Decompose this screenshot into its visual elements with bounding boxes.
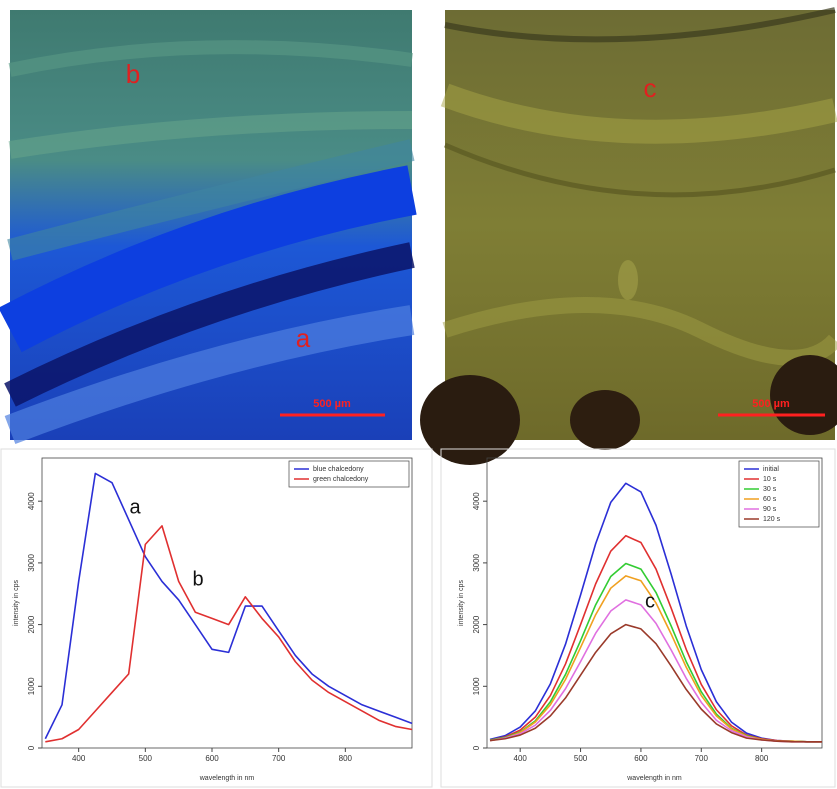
legend-label: initial: [763, 466, 779, 473]
image-label: a: [296, 323, 311, 353]
y-tick-label: 2000: [472, 615, 481, 633]
y-tick-label: 4000: [27, 492, 36, 510]
plot-frame: [486, 457, 823, 749]
legend-label: blue chalcedony: [313, 466, 364, 473]
series-line: [489, 599, 822, 743]
micrograph-olive: [420, 7, 837, 465]
y-tick-label: 0: [472, 745, 481, 750]
x-tick-label: 500: [574, 754, 588, 763]
x-axis-label: wavelength in nm: [626, 775, 682, 782]
series-line: [489, 534, 822, 743]
x-tick-label: 600: [634, 754, 648, 763]
y-tick-label: 4000: [472, 492, 481, 510]
y-tick-label: 0: [27, 745, 36, 750]
x-tick-label: 400: [72, 754, 86, 763]
series-line: [44, 472, 413, 740]
annotation: b: [192, 568, 203, 590]
series-line: [489, 575, 822, 743]
legend-label: 90 s: [763, 506, 777, 513]
scale-bar-label: 500 µm: [313, 398, 351, 410]
y-tick-label: 3000: [27, 553, 36, 571]
series-line: [45, 525, 413, 743]
y-tick-label: 1000: [27, 677, 36, 695]
x-axis-label: wavelength in nm: [199, 775, 255, 782]
y-tick-label: 2000: [27, 615, 36, 633]
legend-label: 120 s: [763, 516, 781, 523]
image-label: c: [644, 73, 657, 103]
plot-frame: [41, 457, 413, 749]
panel-frame: [0, 448, 433, 788]
scale-bar-label: 500 µm: [752, 398, 790, 410]
x-tick-label: 800: [339, 754, 353, 763]
legend-label: 10 s: [763, 476, 777, 483]
legend-label: 60 s: [763, 496, 777, 503]
annotation: a: [129, 496, 141, 518]
x-tick-label: 600: [205, 754, 219, 763]
x-tick-label: 400: [514, 754, 528, 763]
image-label: b: [126, 59, 140, 89]
legend-box: [288, 460, 410, 488]
x-tick-label: 800: [755, 754, 769, 763]
y-tick-label: 1000: [472, 677, 481, 695]
y-axis-label: intensity in cps: [13, 580, 20, 626]
series-line: [489, 623, 822, 743]
legend-label: green chalcedony: [313, 476, 369, 483]
y-tick-label: 3000: [472, 553, 481, 571]
panel-frame: [440, 448, 836, 788]
y-axis-label: intensity in cps: [458, 580, 465, 626]
annotation: c: [645, 590, 655, 612]
x-tick-label: 700: [695, 754, 709, 763]
legend-label: 30 s: [763, 486, 777, 493]
legend-box: [738, 460, 820, 528]
x-tick-label: 700: [272, 754, 286, 763]
x-tick-label: 500: [139, 754, 153, 763]
series-line: [489, 562, 822, 743]
micrograph-blue: [0, 10, 417, 445]
